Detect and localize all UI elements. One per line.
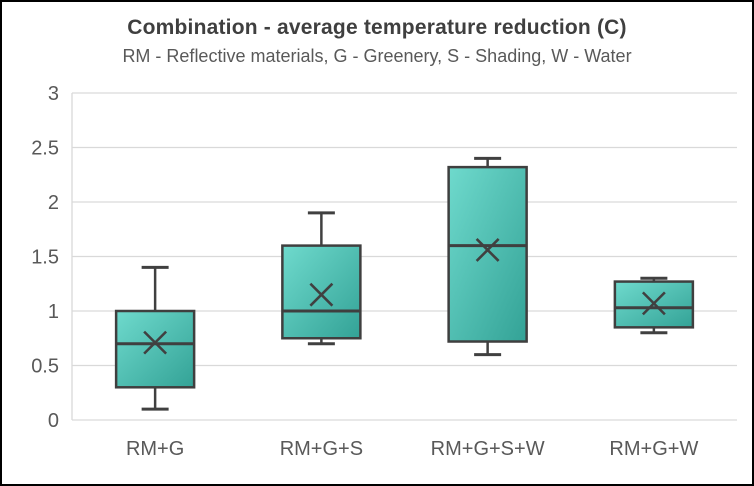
- chart-subtitle: RM - Reflective materials, G - Greenery,…: [122, 46, 632, 66]
- box-series: RM+G+S: [280, 211, 363, 460]
- y-tick-label: 2.5: [31, 138, 59, 160]
- box-rect: [447, 165, 528, 343]
- chart-title: Combination - average temperature reduct…: [127, 16, 627, 39]
- mean-marker-x: [475, 238, 500, 262]
- y-tick-label: 1.5: [31, 247, 59, 269]
- mean-marker-x: [309, 282, 334, 307]
- x-category-label: RM+G+S+W: [431, 438, 545, 460]
- mean-marker-x: [641, 291, 666, 316]
- x-category-label: RM+G+S: [280, 438, 363, 460]
- y-tick-label: 2: [48, 192, 59, 214]
- y-tick-label: 1: [48, 301, 59, 323]
- box-rect: [281, 244, 362, 340]
- box-rect: [114, 309, 196, 389]
- box-series: RM+G: [114, 265, 196, 460]
- y-tick-label: 0: [48, 410, 59, 432]
- mean-marker-x: [143, 330, 168, 355]
- box-series: RM+G+S+W: [431, 156, 545, 460]
- x-category-label: RM+G: [126, 438, 184, 460]
- x-category-label: RM+G+W: [609, 438, 698, 460]
- y-tick-label: 0.5: [31, 356, 59, 378]
- y-tick-label: 3: [48, 83, 59, 105]
- box-series: RM+G+W: [609, 276, 698, 460]
